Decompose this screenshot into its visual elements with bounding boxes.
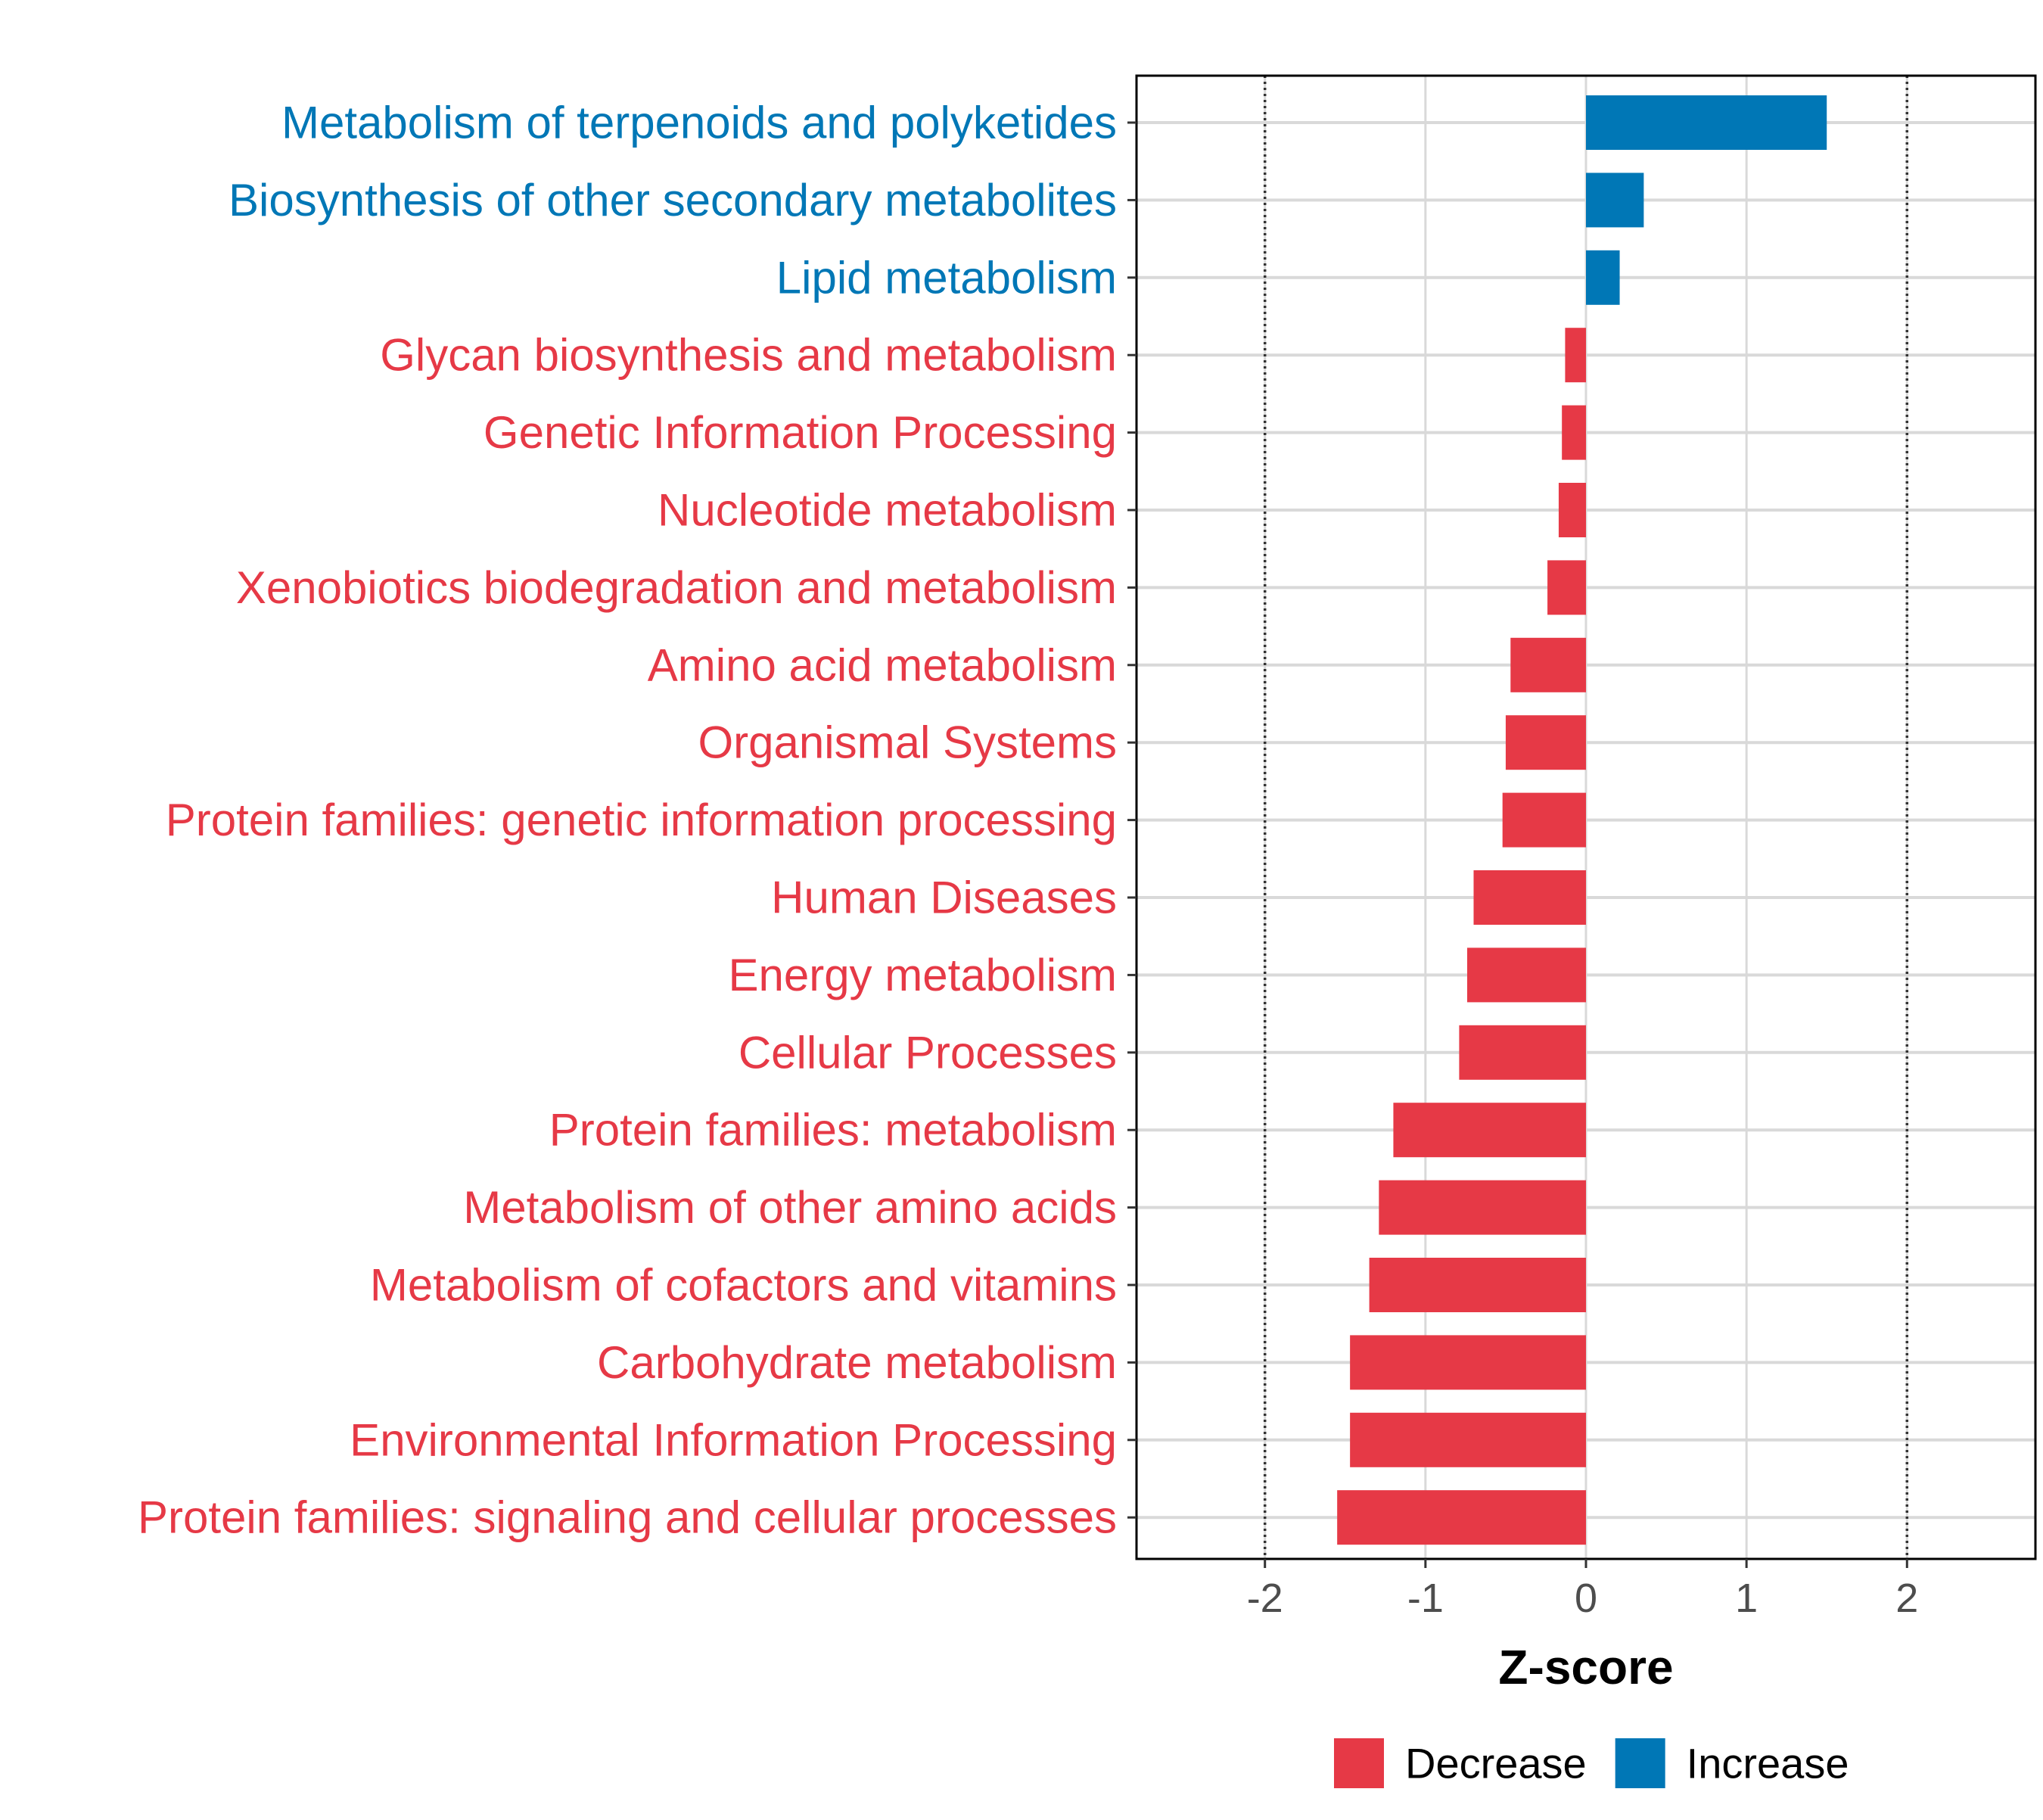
legend-key: [1615, 1738, 1665, 1788]
bar: [1369, 1258, 1586, 1312]
bar: [1547, 560, 1586, 615]
x-axis: -2 -1 0 1 2: [1247, 1559, 1918, 1621]
x-tick-label: -2: [1247, 1576, 1283, 1621]
reference-line-layer: [1263, 76, 1909, 1559]
x-tick-label: 0: [1575, 1576, 1597, 1621]
bar: [1562, 405, 1586, 460]
x-tick-label: 2: [1895, 1576, 1918, 1621]
bar: [1350, 1412, 1586, 1467]
x-axis-title: Z-score: [1498, 1640, 1673, 1694]
y-tick-label: Lipid metabolism: [776, 252, 1117, 303]
y-tick-label: Nucleotide metabolism: [658, 485, 1117, 536]
bar: [1586, 95, 1827, 150]
bar: [1379, 1180, 1586, 1235]
bar: [1337, 1490, 1586, 1545]
y-tick-label: Human Diseases: [771, 873, 1117, 923]
y-tick-label: Protein families: metabolism: [549, 1105, 1117, 1156]
y-tick-label: Biosynthesis of other secondary metaboli…: [229, 175, 1117, 226]
y-tick-label: Metabolism of other amino acids: [463, 1182, 1117, 1233]
y-tick-label: Cellular Processes: [739, 1027, 1117, 1078]
y-tick-label: Metabolism of terpenoids and polyketides: [281, 98, 1117, 148]
bar: [1505, 715, 1586, 770]
y-tick-label: Energy metabolism: [728, 950, 1117, 1000]
y-tick-label: Organismal Systems: [698, 717, 1117, 768]
bar: [1459, 1025, 1586, 1080]
x-tick-label: 1: [1735, 1576, 1758, 1621]
bar: [1350, 1335, 1586, 1390]
y-axis: Metabolism of terpenoids and polyketides…: [138, 98, 1137, 1543]
legend-label: Decrease: [1405, 1740, 1587, 1787]
bar: [1565, 328, 1586, 383]
y-tick-label: Protein families: genetic information pr…: [166, 795, 1117, 845]
y-tick-label: Protein families: signaling and cellular…: [138, 1492, 1117, 1543]
bar: [1510, 637, 1586, 692]
legend: Decrease Increase: [1334, 1738, 1849, 1788]
bar: [1393, 1103, 1586, 1158]
y-tick-label: Metabolism of cofactors and vitamins: [370, 1260, 1117, 1311]
y-tick-label: Environmental Information Processing: [350, 1414, 1117, 1465]
y-tick-label: Carbohydrate metabolism: [597, 1337, 1117, 1388]
x-tick-label: -1: [1407, 1576, 1444, 1621]
y-tick-label: Xenobiotics biodegradation and metabolis…: [236, 562, 1117, 613]
bar: [1586, 173, 1644, 228]
bar: [1473, 870, 1586, 925]
y-tick-label: Genetic Information Processing: [484, 407, 1117, 458]
y-tick-label: Glycan biosynthesis and metabolism: [380, 330, 1117, 381]
y-tick-label: Amino acid metabolism: [648, 639, 1117, 690]
bar: [1467, 947, 1586, 1003]
legend-key: [1334, 1738, 1384, 1788]
bar: [1502, 792, 1586, 848]
bar-layer: [1337, 95, 1827, 1545]
legend-label: Increase: [1687, 1740, 1849, 1787]
bar: [1558, 483, 1586, 537]
bar: [1586, 250, 1620, 305]
